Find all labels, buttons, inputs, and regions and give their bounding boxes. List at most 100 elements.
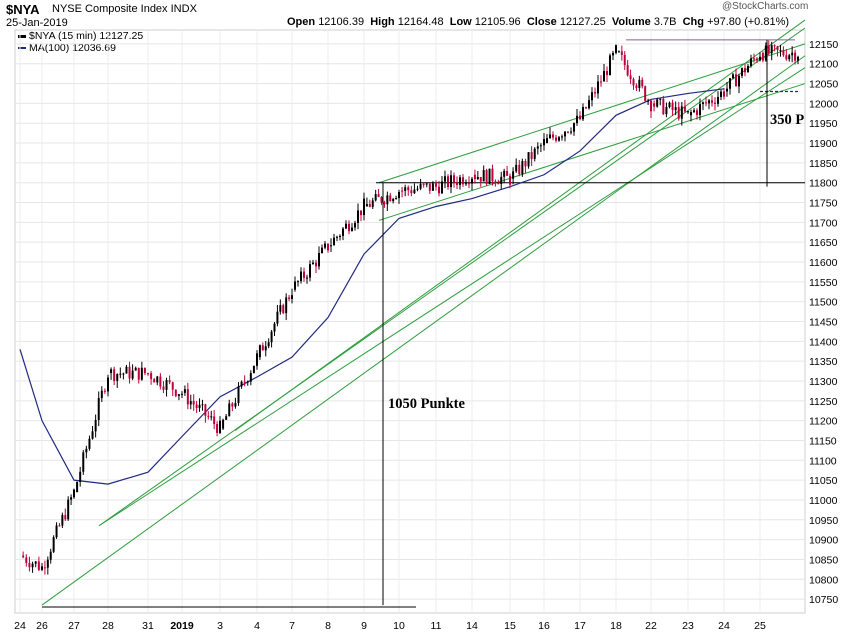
candle-body xyxy=(564,131,566,137)
candle-body xyxy=(732,74,734,79)
legend-price-text: $NYA (15 min) 12127.25 xyxy=(29,30,144,42)
candle-body xyxy=(465,183,467,185)
candle-body xyxy=(150,373,153,380)
x-tick-label: 9 xyxy=(361,620,367,632)
candle-body xyxy=(351,227,353,231)
candle-body xyxy=(539,145,542,147)
candle-body xyxy=(76,482,79,493)
candle-body xyxy=(747,65,749,73)
candle-body xyxy=(354,222,356,228)
candle-body xyxy=(113,369,116,381)
candle-body xyxy=(256,353,258,366)
candle-body xyxy=(41,566,43,570)
candle-body xyxy=(594,92,596,94)
candle-body xyxy=(680,106,683,119)
candle-body xyxy=(282,305,285,314)
candle-body xyxy=(100,390,103,399)
candle-body xyxy=(462,177,464,185)
candle-body xyxy=(31,563,34,568)
x-tick-label: 15 xyxy=(504,620,516,632)
candle-body xyxy=(213,416,216,424)
candle-body xyxy=(779,50,782,52)
candle-body xyxy=(428,183,431,191)
legend-ma: MA(100) 12036.69 xyxy=(18,42,116,54)
candle-body xyxy=(576,115,578,124)
high-label: High xyxy=(370,16,395,28)
trend-line xyxy=(41,55,806,606)
stockcharts-logo[interactable]: @StockCharts.com xyxy=(722,1,809,12)
candle-body xyxy=(444,176,446,182)
candle-body xyxy=(650,100,652,112)
candle-body xyxy=(285,297,288,314)
candle-body xyxy=(46,559,49,568)
candle-body xyxy=(776,46,779,51)
candle-body xyxy=(450,175,452,187)
candle-body xyxy=(389,195,392,202)
candle-body xyxy=(267,342,270,347)
close-value: 12127.25 xyxy=(559,16,606,28)
candle-body xyxy=(401,190,404,192)
candle-body xyxy=(456,182,458,185)
y-tick-label: 10850 xyxy=(809,554,838,566)
candle-body xyxy=(413,189,416,194)
x-tick-label: 26 xyxy=(36,620,48,632)
candle-body xyxy=(555,137,557,141)
candle-body xyxy=(453,175,455,183)
candle-body xyxy=(494,181,497,184)
chg-value: +97.80 (+0.81%) xyxy=(707,16,790,28)
candle-body xyxy=(300,271,302,282)
candle-body xyxy=(447,176,449,187)
y-tick-label: 11800 xyxy=(809,178,838,190)
candle-body xyxy=(34,561,37,564)
candle-body xyxy=(422,183,425,185)
candle-body xyxy=(438,186,440,194)
candle-body xyxy=(683,106,686,112)
candle-body xyxy=(629,75,632,80)
candle-body xyxy=(137,367,140,380)
y-tick-label: 11050 xyxy=(809,475,838,487)
candle-body xyxy=(536,146,539,149)
x-tick-label: 28 xyxy=(102,620,114,632)
candle-body xyxy=(345,223,347,229)
candle-body xyxy=(189,401,192,405)
candle-body xyxy=(671,102,674,111)
candle-body xyxy=(330,245,332,247)
candle-body xyxy=(143,367,146,374)
candle-body xyxy=(617,51,620,53)
candle-body xyxy=(91,431,94,439)
x-tick-label: 14 xyxy=(466,620,478,632)
y-tick-label: 11950 xyxy=(809,118,838,130)
x-tick-label: 10 xyxy=(393,620,405,632)
candle-body xyxy=(291,295,293,299)
candle-body xyxy=(788,55,791,60)
candle-body xyxy=(234,403,237,407)
candle-body xyxy=(125,366,128,374)
candle-body xyxy=(567,131,569,133)
x-tick-label: 2019 xyxy=(170,620,194,632)
candle-body xyxy=(558,137,560,141)
candle-body xyxy=(28,562,31,568)
candle-body xyxy=(573,123,575,132)
candle-body xyxy=(386,195,389,205)
candle-body xyxy=(377,194,380,197)
candle-body xyxy=(392,198,395,202)
candle-body xyxy=(348,223,350,231)
candle-body xyxy=(204,404,207,416)
x-tick-label: 24 xyxy=(14,620,26,632)
candle-body xyxy=(612,52,614,56)
candle-body xyxy=(500,176,503,184)
candle-body xyxy=(58,525,61,527)
candle-body xyxy=(717,96,719,104)
candle-body xyxy=(318,253,320,267)
candle-body xyxy=(279,305,282,312)
low-label: Low xyxy=(449,16,472,28)
y-tick-label: 11250 xyxy=(809,396,838,408)
candle-body xyxy=(482,170,485,182)
candle-body xyxy=(88,438,91,449)
candle-body xyxy=(659,98,662,100)
candle-body xyxy=(303,271,305,278)
y-tick-label: 11350 xyxy=(809,356,838,368)
candle-body xyxy=(70,497,73,500)
candle-body xyxy=(321,247,323,254)
